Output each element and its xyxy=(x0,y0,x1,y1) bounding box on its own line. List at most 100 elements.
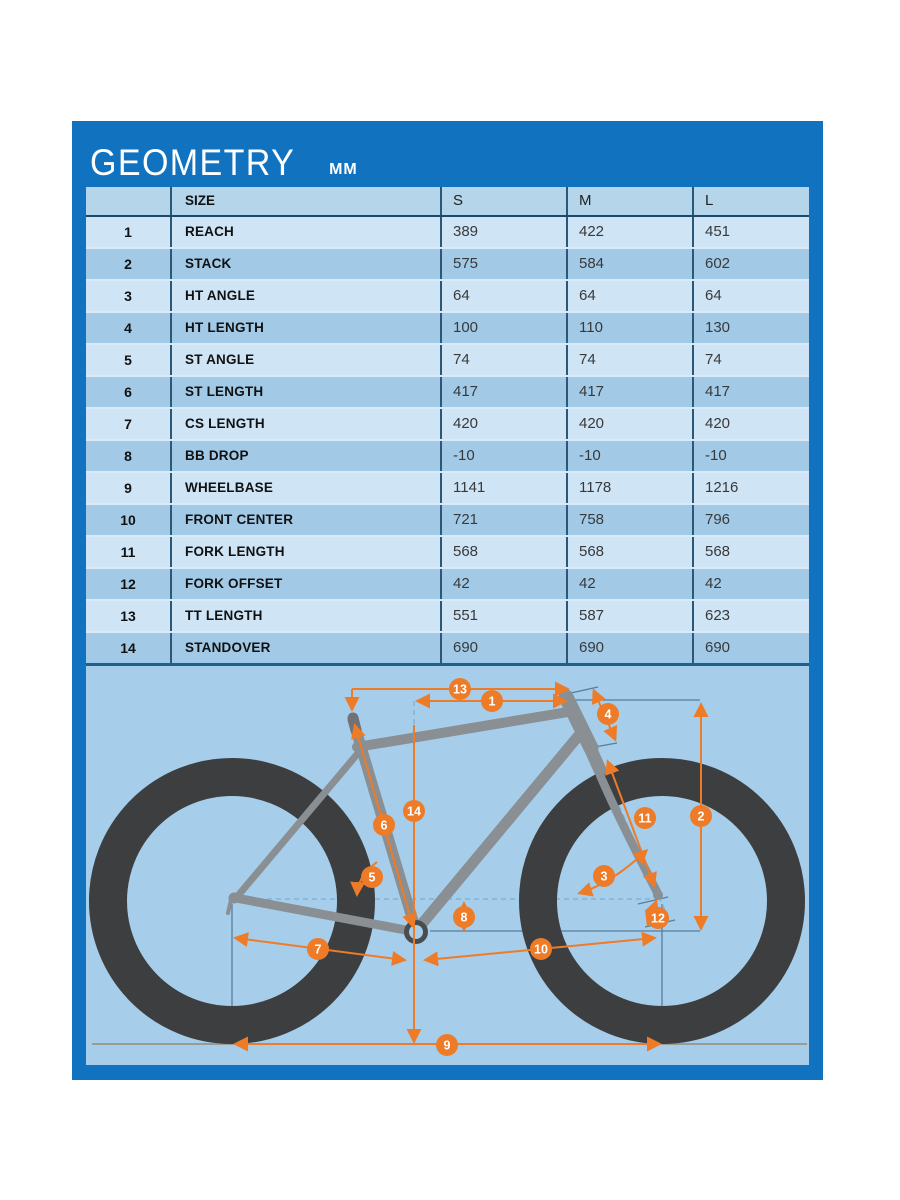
header-cell-size: SIZE xyxy=(172,187,440,215)
bb-shell xyxy=(404,920,428,944)
value-l: 74 xyxy=(694,345,809,375)
units-label: MM xyxy=(329,161,358,178)
callout-badge-13 xyxy=(449,678,471,700)
header-cell-m: M xyxy=(568,187,692,215)
callout-number: 11 xyxy=(638,812,651,826)
row-label: REACH xyxy=(172,217,440,247)
value-s: 74 xyxy=(442,345,566,375)
value-s: 575 xyxy=(442,249,566,279)
header-cell-l: L xyxy=(694,187,809,215)
row-label: CS LENGTH xyxy=(172,409,440,439)
callout-number: 14 xyxy=(407,805,421,819)
front-wheel xyxy=(519,758,805,1044)
table-row: 9 WHEELBASE 1141 1178 1216 xyxy=(86,473,809,503)
value-m: 74 xyxy=(568,345,692,375)
table-row: 8 BB DROP -10 -10 -10 xyxy=(86,441,809,471)
row-label: FORK LENGTH xyxy=(172,537,440,567)
callout-badge-3 xyxy=(593,865,615,887)
header-cell-empty xyxy=(86,187,170,215)
header-cell-s: S xyxy=(442,187,566,215)
table-row: 11 FORK LENGTH 568 568 568 xyxy=(86,537,809,567)
callout-badge-2 xyxy=(690,805,712,827)
callout-badge-14 xyxy=(403,800,425,822)
geometry-table-body: 1 REACH 389 422 451 2 STACK 575 584 602 3 HT ANGLE 6… xyxy=(86,217,809,663)
value-m: 1178 xyxy=(568,473,692,503)
bike-frame xyxy=(226,689,663,944)
value-l: 130 xyxy=(694,313,809,343)
value-s: 417 xyxy=(442,377,566,407)
value-s: 100 xyxy=(442,313,566,343)
row-label: TT LENGTH xyxy=(172,601,440,631)
callout-number: 6 xyxy=(381,819,388,833)
panel-header: GEOMETRY MM xyxy=(72,121,823,187)
row-number: 9 xyxy=(86,473,170,503)
value-m: 758 xyxy=(568,505,692,535)
value-m: 64 xyxy=(568,281,692,311)
top-tube xyxy=(352,707,573,752)
value-s: 551 xyxy=(442,601,566,631)
callout-number: 9 xyxy=(444,1039,451,1053)
table-row: 14 STANDOVER 690 690 690 xyxy=(86,633,809,663)
row-label: WHEELBASE xyxy=(172,473,440,503)
row-label: BB DROP xyxy=(172,441,440,471)
callout-number: 3 xyxy=(601,870,608,884)
row-number: 1 xyxy=(86,217,170,247)
value-l: 690 xyxy=(694,633,809,663)
callout-number: 4 xyxy=(605,708,612,722)
callout-badge-11 xyxy=(634,807,656,829)
callout-badge-10 xyxy=(530,938,552,960)
fork-crown xyxy=(584,743,607,777)
value-l: 1216 xyxy=(694,473,809,503)
value-m: 584 xyxy=(568,249,692,279)
callout-number: 2 xyxy=(698,810,705,824)
value-l: 42 xyxy=(694,569,809,599)
value-m: 417 xyxy=(568,377,692,407)
row-label: STANDOVER xyxy=(172,633,440,663)
row-number: 5 xyxy=(86,345,170,375)
row-label: FRONT CENTER xyxy=(172,505,440,535)
value-s: 64 xyxy=(442,281,566,311)
page-title: GEOMETRY xyxy=(90,142,296,183)
value-s: 568 xyxy=(442,537,566,567)
callout-badge-5 xyxy=(361,866,383,888)
table-row: 1 REACH 389 422 451 xyxy=(86,217,809,247)
callout-badge-9 xyxy=(436,1034,458,1056)
row-number: 12 xyxy=(86,569,170,599)
row-label: FORK OFFSET xyxy=(172,569,440,599)
callout-number: 13 xyxy=(453,683,467,697)
table-row: 4 HT LENGTH 100 110 130 xyxy=(86,313,809,343)
value-s: 420 xyxy=(442,409,566,439)
row-number: 10 xyxy=(86,505,170,535)
row-label: HT LENGTH xyxy=(172,313,440,343)
geometry-table: SIZE S M L 1 REACH 389 422 451 2 STACK 575 584 60… xyxy=(86,187,809,666)
value-m: 422 xyxy=(568,217,692,247)
callout-badge-12 xyxy=(647,907,669,929)
head-tube xyxy=(558,689,599,756)
table-row: 3 HT ANGLE 64 64 64 xyxy=(86,281,809,311)
callout-number: 7 xyxy=(315,943,322,957)
row-label: STACK xyxy=(172,249,440,279)
row-number: 14 xyxy=(86,633,170,663)
value-m: 690 xyxy=(568,633,692,663)
callout-number: 1 xyxy=(489,695,496,709)
row-number: 3 xyxy=(86,281,170,311)
front-dropout xyxy=(653,890,663,900)
table-row: 2 STACK 575 584 602 xyxy=(86,249,809,279)
table-row: 6 ST LENGTH 417 417 417 xyxy=(86,377,809,407)
table-row: 10 FRONT CENTER 721 758 796 xyxy=(86,505,809,535)
table-row: 13 TT LENGTH 551 587 623 xyxy=(86,601,809,631)
value-s: -10 xyxy=(442,441,566,471)
value-l: 420 xyxy=(694,409,809,439)
value-l: 623 xyxy=(694,601,809,631)
row-label: ST LENGTH xyxy=(172,377,440,407)
value-s: 389 xyxy=(442,217,566,247)
table-row: 5 ST ANGLE 74 74 74 xyxy=(86,345,809,375)
row-number: 4 xyxy=(86,313,170,343)
callout-badge-8 xyxy=(453,906,475,928)
value-m: -10 xyxy=(568,441,692,471)
table-row: 12 FORK OFFSET 42 42 42 xyxy=(86,569,809,599)
callout-number: 12 xyxy=(651,912,665,926)
row-number: 6 xyxy=(86,377,170,407)
value-m: 587 xyxy=(568,601,692,631)
